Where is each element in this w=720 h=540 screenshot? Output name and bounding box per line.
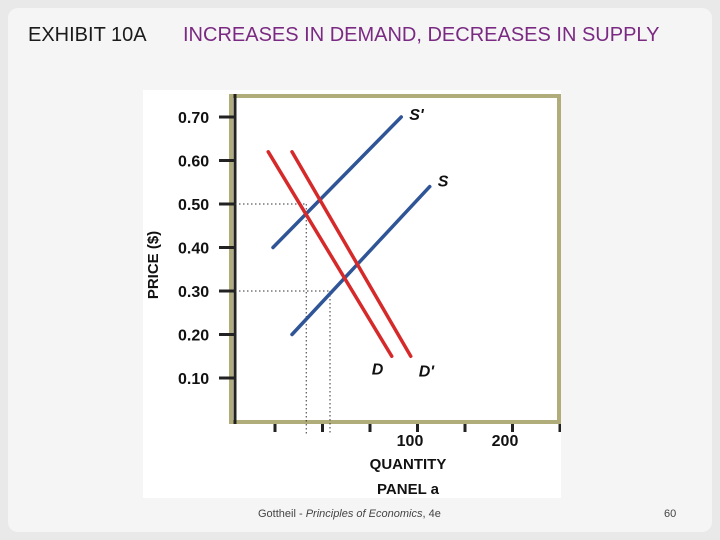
curve-label: D	[372, 361, 384, 378]
curve-label: D'	[419, 363, 436, 380]
demand-supply-chart: 0.700.600.500.400.300.200.10100200300PRI…	[145, 94, 561, 498]
y-tick-label: 0.60	[178, 154, 209, 171]
footer-citation: Gottheil - Principles of Economics, 4e	[258, 508, 441, 520]
demand-curve	[290, 150, 413, 358]
exhibit-label: EXHIBIT 10A	[28, 24, 147, 46]
x-axis-title: QUANTITY	[370, 456, 447, 473]
y-tick-label: 0.20	[178, 328, 209, 345]
footer-author: Gottheil -	[258, 508, 306, 520]
supply-curve	[290, 184, 432, 337]
footer-edition: , 4e	[422, 508, 441, 520]
panel-label: PANEL a	[377, 481, 440, 498]
x-tick-label: 200	[492, 433, 519, 450]
page-number: 60	[664, 508, 677, 520]
exhibit-heading: INCREASES IN DEMAND, DECREASES IN SUPPLY	[183, 24, 660, 46]
y-tick-label: 0.50	[178, 197, 209, 214]
y-tick-label: 0.40	[178, 241, 209, 258]
chart-panel: 0.700.600.500.400.300.200.10100200300PRI…	[143, 90, 561, 498]
footer-book-title: Principles of Economics	[305, 508, 423, 520]
curve-label: S	[438, 174, 449, 191]
y-tick-label: 0.10	[178, 371, 209, 388]
plot-frame	[229, 94, 561, 424]
demand-curve	[266, 150, 394, 358]
y-axis-title: PRICE ($)	[145, 231, 162, 299]
curve-label: S'	[409, 107, 425, 124]
y-tick-label: 0.30	[178, 284, 209, 301]
y-tick-label: 0.70	[178, 110, 209, 127]
x-tick-label: 100	[397, 433, 424, 450]
supply-curve	[271, 115, 403, 250]
